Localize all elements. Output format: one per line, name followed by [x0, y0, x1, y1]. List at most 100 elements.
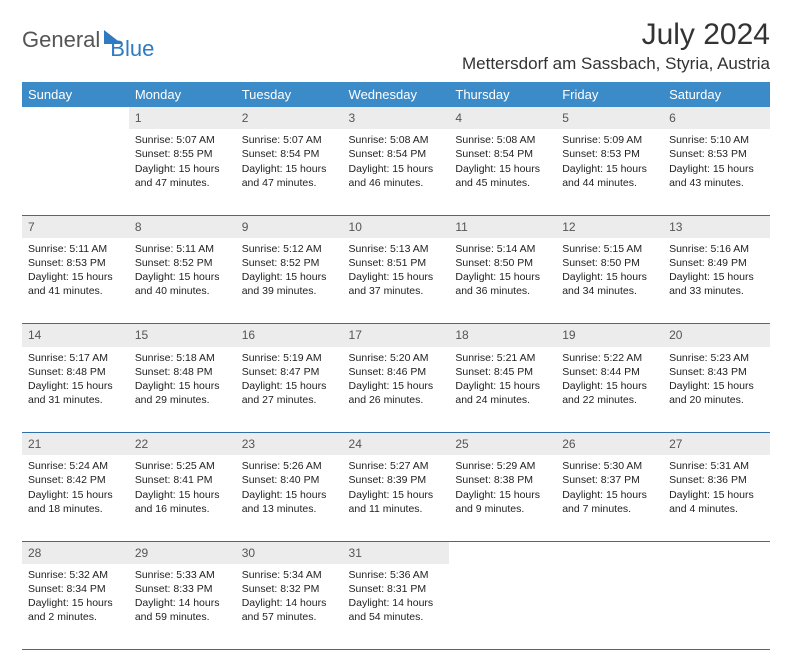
day-number-row: 78910111213 [22, 215, 770, 238]
sunrise-line: Sunrise: 5:34 AM [242, 568, 337, 582]
sunset-line: Sunset: 8:32 PM [242, 582, 337, 596]
weekday-header: Wednesday [343, 82, 450, 107]
day-number: 6 [663, 107, 770, 129]
daylight-line: Daylight: 15 hours and 45 minutes. [455, 162, 550, 190]
day-cell: Sunrise: 5:09 AMSunset: 8:53 PMDaylight:… [556, 129, 663, 215]
daylight-line: Daylight: 15 hours and 20 minutes. [669, 379, 764, 407]
daylight-line: Daylight: 15 hours and 46 minutes. [349, 162, 444, 190]
day-number: 12 [556, 215, 663, 238]
sunset-line: Sunset: 8:53 PM [562, 147, 657, 161]
daylight-line: Daylight: 15 hours and 31 minutes. [28, 379, 123, 407]
day-number: 21 [22, 433, 129, 456]
day-cell: Sunrise: 5:27 AMSunset: 8:39 PMDaylight:… [343, 455, 450, 541]
day-cell: Sunrise: 5:11 AMSunset: 8:52 PMDaylight:… [129, 238, 236, 324]
sunset-line: Sunset: 8:47 PM [242, 365, 337, 379]
brand-text-general: General [22, 27, 100, 53]
day-number: 30 [236, 541, 343, 564]
brand-text-blue: Blue [110, 36, 154, 62]
sunset-line: Sunset: 8:48 PM [135, 365, 230, 379]
sunset-line: Sunset: 8:49 PM [669, 256, 764, 270]
day-cell: Sunrise: 5:24 AMSunset: 8:42 PMDaylight:… [22, 455, 129, 541]
brand-logo: General Blue [22, 18, 154, 62]
daylight-line: Daylight: 15 hours and 11 minutes. [349, 488, 444, 516]
day-number: 3 [343, 107, 450, 129]
sunset-line: Sunset: 8:31 PM [349, 582, 444, 596]
day-number [449, 541, 556, 564]
day-number: 7 [22, 215, 129, 238]
day-number: 5 [556, 107, 663, 129]
sunset-line: Sunset: 8:52 PM [242, 256, 337, 270]
day-number: 27 [663, 433, 770, 456]
day-cell: Sunrise: 5:29 AMSunset: 8:38 PMDaylight:… [449, 455, 556, 541]
daylight-line: Daylight: 14 hours and 54 minutes. [349, 596, 444, 624]
sunrise-line: Sunrise: 5:13 AM [349, 242, 444, 256]
day-number: 15 [129, 324, 236, 347]
daylight-line: Daylight: 15 hours and 7 minutes. [562, 488, 657, 516]
day-number: 24 [343, 433, 450, 456]
sunrise-line: Sunrise: 5:22 AM [562, 351, 657, 365]
day-cell: Sunrise: 5:13 AMSunset: 8:51 PMDaylight:… [343, 238, 450, 324]
daylight-line: Daylight: 15 hours and 29 minutes. [135, 379, 230, 407]
sunrise-line: Sunrise: 5:26 AM [242, 459, 337, 473]
day-cell [22, 129, 129, 215]
day-number: 10 [343, 215, 450, 238]
daylight-line: Daylight: 15 hours and 22 minutes. [562, 379, 657, 407]
daylight-line: Daylight: 14 hours and 59 minutes. [135, 596, 230, 624]
day-number: 17 [343, 324, 450, 347]
day-number: 11 [449, 215, 556, 238]
sunrise-line: Sunrise: 5:29 AM [455, 459, 550, 473]
day-cell: Sunrise: 5:12 AMSunset: 8:52 PMDaylight:… [236, 238, 343, 324]
header: General Blue July 2024 Mettersdorf am Sa… [22, 18, 770, 74]
daylight-line: Daylight: 15 hours and 36 minutes. [455, 270, 550, 298]
day-number: 19 [556, 324, 663, 347]
sunrise-line: Sunrise: 5:11 AM [28, 242, 123, 256]
day-number: 13 [663, 215, 770, 238]
weekday-header: Friday [556, 82, 663, 107]
location-label: Mettersdorf am Sassbach, Styria, Austria [462, 54, 770, 74]
daylight-line: Daylight: 15 hours and 37 minutes. [349, 270, 444, 298]
day-cell: Sunrise: 5:19 AMSunset: 8:47 PMDaylight:… [236, 347, 343, 433]
sunset-line: Sunset: 8:55 PM [135, 147, 230, 161]
sunset-line: Sunset: 8:42 PM [28, 473, 123, 487]
day-cell: Sunrise: 5:17 AMSunset: 8:48 PMDaylight:… [22, 347, 129, 433]
day-cell [449, 564, 556, 650]
day-cell: Sunrise: 5:16 AMSunset: 8:49 PMDaylight:… [663, 238, 770, 324]
sunrise-line: Sunrise: 5:16 AM [669, 242, 764, 256]
week-row: Sunrise: 5:24 AMSunset: 8:42 PMDaylight:… [22, 455, 770, 541]
sunset-line: Sunset: 8:50 PM [562, 256, 657, 270]
daylight-line: Daylight: 15 hours and 44 minutes. [562, 162, 657, 190]
sunrise-line: Sunrise: 5:14 AM [455, 242, 550, 256]
weekday-header-row: SundayMondayTuesdayWednesdayThursdayFrid… [22, 82, 770, 107]
day-number-row: 21222324252627 [22, 433, 770, 456]
day-cell: Sunrise: 5:30 AMSunset: 8:37 PMDaylight:… [556, 455, 663, 541]
daylight-line: Daylight: 15 hours and 9 minutes. [455, 488, 550, 516]
day-cell: Sunrise: 5:07 AMSunset: 8:54 PMDaylight:… [236, 129, 343, 215]
day-number: 9 [236, 215, 343, 238]
sunset-line: Sunset: 8:34 PM [28, 582, 123, 596]
sunset-line: Sunset: 8:54 PM [455, 147, 550, 161]
sunrise-line: Sunrise: 5:15 AM [562, 242, 657, 256]
day-number: 25 [449, 433, 556, 456]
day-number: 23 [236, 433, 343, 456]
day-number: 26 [556, 433, 663, 456]
sunset-line: Sunset: 8:54 PM [242, 147, 337, 161]
daylight-line: Daylight: 15 hours and 18 minutes. [28, 488, 123, 516]
sunset-line: Sunset: 8:54 PM [349, 147, 444, 161]
daylight-line: Daylight: 14 hours and 57 minutes. [242, 596, 337, 624]
daylight-line: Daylight: 15 hours and 41 minutes. [28, 270, 123, 298]
day-number: 20 [663, 324, 770, 347]
day-cell: Sunrise: 5:25 AMSunset: 8:41 PMDaylight:… [129, 455, 236, 541]
sunrise-line: Sunrise: 5:36 AM [349, 568, 444, 582]
day-number-row: 14151617181920 [22, 324, 770, 347]
sunrise-line: Sunrise: 5:08 AM [455, 133, 550, 147]
day-cell: Sunrise: 5:31 AMSunset: 8:36 PMDaylight:… [663, 455, 770, 541]
sunset-line: Sunset: 8:53 PM [669, 147, 764, 161]
day-number [556, 541, 663, 564]
sunrise-line: Sunrise: 5:23 AM [669, 351, 764, 365]
sunset-line: Sunset: 8:41 PM [135, 473, 230, 487]
sunset-line: Sunset: 8:51 PM [349, 256, 444, 270]
weekday-header: Monday [129, 82, 236, 107]
day-cell: Sunrise: 5:10 AMSunset: 8:53 PMDaylight:… [663, 129, 770, 215]
sunrise-line: Sunrise: 5:07 AM [135, 133, 230, 147]
day-cell: Sunrise: 5:07 AMSunset: 8:55 PMDaylight:… [129, 129, 236, 215]
